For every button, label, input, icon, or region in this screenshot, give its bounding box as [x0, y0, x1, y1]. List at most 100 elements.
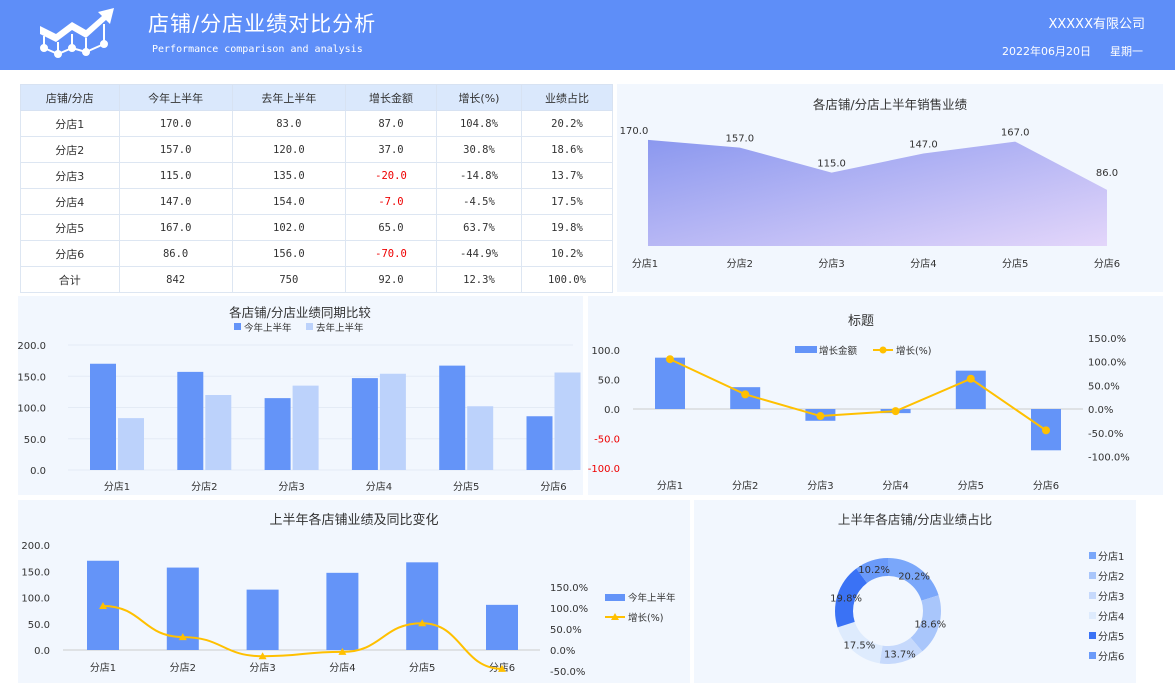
data-label: 86.0: [1096, 168, 1118, 179]
line-marker: [418, 619, 427, 627]
legend-swatch: [1089, 652, 1096, 659]
donut-slice: [879, 637, 923, 664]
y-tick-label: 0.0: [604, 405, 620, 416]
line-marker: [178, 633, 187, 641]
table-row: 分店4 147.0 154.0 -7.0 -4.5% 17.5%: [20, 188, 614, 215]
table-cell: 100.0%: [520, 266, 614, 293]
legend-label: 增长(%): [896, 345, 931, 357]
legend-label: 增长(%): [628, 612, 663, 624]
y2-tick-label: 100.0%: [550, 604, 588, 615]
data-label: 147.0: [909, 140, 938, 151]
page-title: 店铺/分店业绩对比分析: [148, 12, 377, 36]
area-chart-panel: 各店铺/分店上半年销售业绩 170.0 分店1 157.0 分店2 115.0 分店3 147…: [617, 84, 1163, 292]
x-tick-label: 分店5: [453, 480, 479, 493]
y-tick-label: -100.0: [588, 464, 620, 475]
line-marker: [741, 390, 750, 399]
bar: [486, 604, 518, 650]
table-cell: 92.0: [344, 266, 437, 293]
data-label: 13.7%: [884, 649, 916, 660]
y-tick-label: 100.0: [21, 594, 50, 605]
column-header: 增长金额: [344, 84, 437, 111]
legend-label: 分店4: [1098, 610, 1124, 623]
bar: [351, 378, 378, 470]
table-cell: 154.0: [231, 188, 346, 215]
table-row: 合计 842 750 92.0 12.3% 100.0%: [20, 266, 614, 293]
column-header: 增长(%): [435, 84, 522, 111]
y-tick-label: 50.0: [24, 435, 46, 446]
chart-title: 上半年各店铺/分店业绩占比: [838, 512, 992, 527]
x-tick-label: 分店2: [727, 257, 753, 270]
table-cell: 115.0: [118, 162, 233, 189]
y2-tick-label: -50.0%: [550, 667, 585, 678]
table-cell: 102.0: [231, 214, 346, 241]
legend-swatch: [1089, 572, 1096, 579]
table-cell: -44.9%: [435, 240, 522, 267]
bar: [177, 371, 204, 470]
bar: [292, 385, 319, 470]
donut-slice: [856, 558, 888, 583]
date: 2022年06月20日: [1002, 45, 1091, 58]
column-header: 业绩占比: [520, 84, 614, 111]
x-tick-label: 分店5: [1002, 257, 1028, 270]
y-tick-label: 150.0: [18, 372, 46, 383]
legend-label: 分店6: [1098, 650, 1124, 663]
line-marker: [99, 601, 107, 609]
bar: [264, 398, 291, 470]
donut-slice: [910, 595, 941, 652]
y-tick-label: 0.0: [34, 646, 50, 657]
data-label: 20.2%: [898, 572, 930, 583]
donut-slice: [835, 568, 868, 628]
x-tick-label: 分店6: [1094, 257, 1120, 270]
table-cell: 167.0: [118, 214, 233, 241]
combo-chart-panel: 标题 增长金额 增长(%) -100.0 -50.0 0.0 50.0 100.0 -100.0…: [588, 296, 1163, 495]
table-cell: 20.2%: [520, 110, 614, 137]
data-label: 157.0: [725, 134, 754, 145]
table-cell: 17.5%: [520, 188, 614, 215]
bar: [439, 365, 466, 470]
data-table-panel: 店铺/分店 今年上半年 去年上半年 增长金额 增长(%) 业绩占比 分店1 170.0 83.…: [20, 84, 614, 293]
column-header: 店铺/分店: [20, 84, 120, 111]
x-tick-label: 分店1: [90, 661, 116, 674]
y2-tick-label: -100.0%: [1088, 453, 1130, 464]
table-cell: 65.0: [344, 214, 437, 241]
line-marker: [258, 652, 267, 660]
y2-tick-label: 0.0%: [1088, 405, 1113, 416]
bar: [467, 406, 494, 470]
table-cell: 156.0: [231, 240, 346, 267]
table-cell: 13.7%: [520, 162, 614, 189]
line-marker: [666, 355, 674, 364]
column-header: 今年上半年: [118, 84, 233, 111]
legend-label: 分店3: [1098, 590, 1124, 603]
table-cell: -4.5%: [435, 188, 522, 215]
x-tick-label: 分店3: [249, 661, 275, 674]
table-cell: 750: [231, 266, 346, 293]
table-cell: 分店2: [20, 136, 120, 163]
y-tick-label: 100.0: [18, 404, 46, 415]
legend-swatch: [795, 346, 817, 353]
table-cell: 87.0: [344, 110, 437, 137]
bar: [655, 357, 685, 409]
x-tick-label: 分店1: [632, 257, 658, 270]
table-cell: 104.8%: [435, 110, 522, 137]
donut-slice: [888, 558, 939, 601]
data-label: 170.0: [620, 126, 649, 137]
legend-swatch: [1089, 632, 1096, 639]
y-tick-label: 0.0: [30, 466, 46, 477]
data-label: 167.0: [1001, 128, 1030, 139]
data-label: 115.0: [817, 159, 846, 170]
table-cell: 分店4: [20, 188, 120, 215]
y2-tick-label: 150.0%: [550, 583, 588, 594]
y2-tick-label: 50.0%: [1088, 381, 1120, 392]
legend-label: 分店1: [1098, 550, 1124, 563]
y-tick-label: 100.0: [591, 346, 620, 357]
company-name: XXXXX有限公司: [1048, 17, 1145, 32]
x-tick-label: 分店2: [170, 661, 196, 674]
table-cell: 分店6: [20, 240, 120, 267]
legend-label: 增长金额: [819, 345, 858, 357]
legend-label: 今年上半年: [244, 322, 292, 334]
table-cell: 83.0: [231, 110, 346, 137]
x-tick-label: 分店4: [910, 257, 936, 270]
bar: [406, 562, 439, 650]
y2-tick-label: 0.0%: [550, 646, 575, 657]
legend-swatch: [1089, 612, 1096, 619]
